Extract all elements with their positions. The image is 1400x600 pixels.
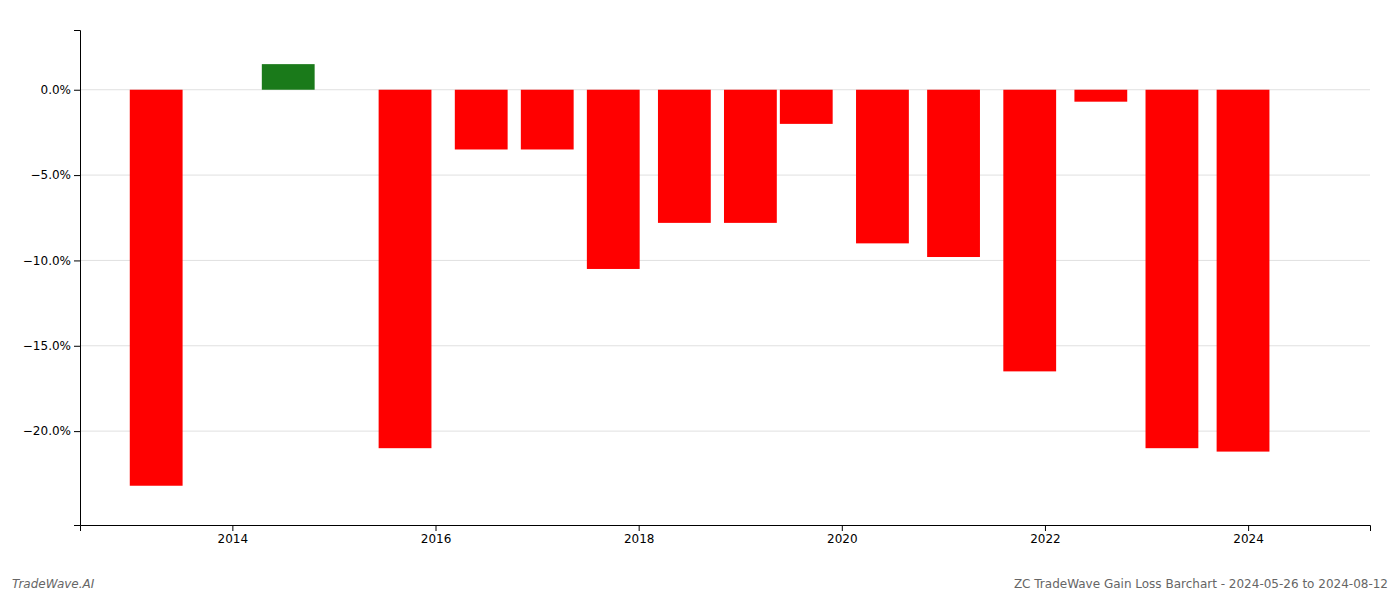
bar [1217,90,1270,452]
bar [927,90,980,257]
y-tick: 0.0% [41,83,81,97]
x-tick-label: 2016 [421,532,452,546]
x-tick-label: 2018 [624,532,655,546]
bar [658,90,711,223]
bar [1074,90,1127,102]
y-tick-mark [74,260,80,261]
y-axis-line [74,31,81,526]
x-tick: 2014 [218,525,249,546]
bar [1146,90,1199,448]
chart: 2014 2016 2018 2020 2022 2024 0.0% −5.0% −10.0% −… [0,0,1400,600]
x-tick-label: 2022 [1030,532,1061,546]
x-tick-label: 2024 [1233,532,1264,546]
y-tick: −10.0% [23,254,80,268]
x-tick: 2022 [1030,525,1061,546]
bar [724,90,777,223]
bar [780,90,833,124]
x-tick: 2020 [827,525,858,546]
bar [130,90,183,486]
x-tick-label: 2020 [827,532,858,546]
x-tick: 2024 [1233,525,1264,546]
y-tick: −15.0% [23,339,80,353]
x-axis-line [81,526,1371,532]
bar [455,90,508,150]
bars [130,64,1270,486]
y-tick-mark [74,175,80,176]
x-tick-mark [1248,525,1249,531]
y-axis: 0.0% −5.0% −10.0% −15.0% −20.0% [23,31,81,526]
y-tick-mark [74,346,80,347]
x-tick-mark [639,525,640,531]
x-tick-mark [1045,525,1046,531]
x-tick-label: 2014 [218,532,249,546]
x-tick-mark [842,525,843,531]
y-tick-label: −10.0% [23,254,71,268]
x-tick-mark [232,525,233,531]
y-tick: −20.0% [23,424,80,438]
bar [521,90,574,150]
bar [587,90,640,269]
y-tick-mark [74,90,80,91]
y-tick-label: −15.0% [23,339,71,353]
y-tick-mark [74,431,80,432]
footer-left: TradeWave.AI [12,577,95,591]
bar [262,64,315,90]
bar [856,90,909,244]
y-tick-label: 0.0% [41,83,72,97]
bar [379,90,432,448]
y-tick-label: −5.0% [30,168,71,182]
x-axis: 2014 2016 2018 2020 2022 2024 [81,525,1371,546]
footer-right: ZC TradeWave Gain Loss Barchart - 2024-0… [1014,577,1388,591]
y-tick: −5.0% [30,168,80,182]
x-tick: 2018 [624,525,655,546]
y-tick-label: −20.0% [23,424,71,438]
x-tick-mark [436,525,437,531]
bar [1003,90,1056,372]
x-tick: 2016 [421,525,452,546]
